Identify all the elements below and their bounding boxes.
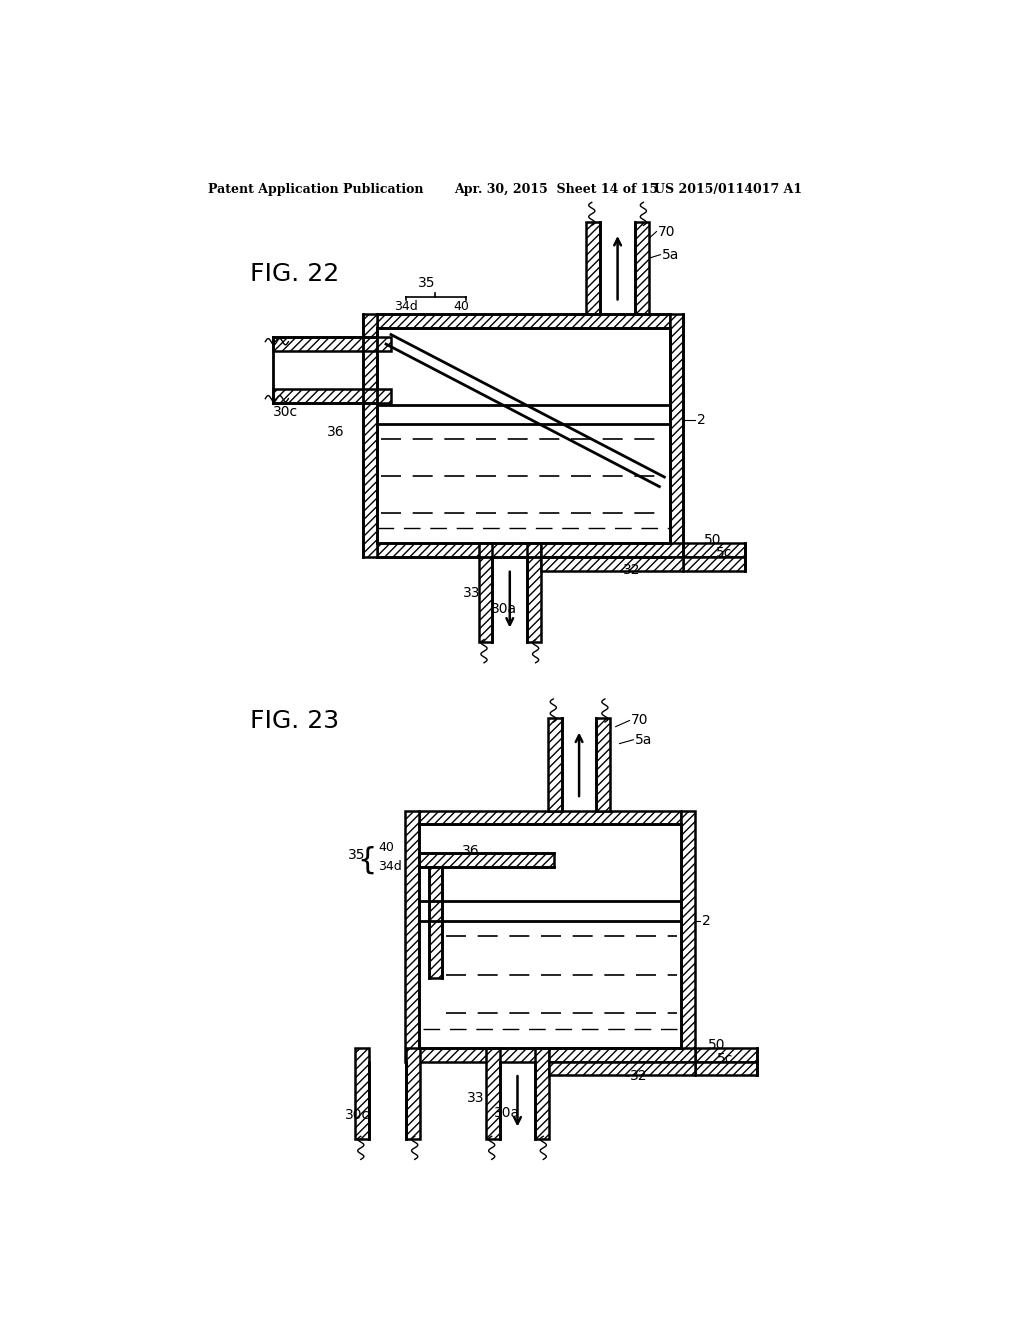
Bar	[377, 327, 670, 544]
Text: 35: 35	[348, 849, 366, 862]
Text: 32: 32	[624, 564, 641, 577]
Bar	[541, 544, 683, 557]
Text: 34d: 34d	[379, 861, 402, 874]
Text: 30a: 30a	[490, 602, 517, 616]
Text: 2: 2	[701, 913, 711, 928]
Bar	[695, 1061, 757, 1076]
Bar	[695, 1048, 757, 1061]
Text: 40: 40	[454, 300, 470, 313]
Text: 50: 50	[705, 532, 722, 546]
Text: FIG. 23: FIG. 23	[250, 709, 339, 733]
Bar	[429, 867, 442, 978]
Bar	[681, 810, 695, 1061]
Bar	[419, 1048, 681, 1061]
Bar	[377, 314, 670, 327]
Bar	[478, 544, 493, 642]
Bar	[406, 810, 419, 1061]
Bar	[535, 1048, 549, 1139]
Text: 34d: 34d	[394, 300, 418, 313]
Text: 35: 35	[418, 276, 436, 290]
Bar	[419, 853, 554, 867]
Bar	[683, 544, 745, 557]
Bar	[562, 718, 596, 810]
Text: 30a: 30a	[494, 1106, 520, 1121]
Bar	[635, 222, 649, 314]
Bar	[419, 825, 681, 1048]
Text: 33: 33	[467, 1090, 484, 1105]
Bar	[683, 557, 745, 572]
Bar	[527, 544, 541, 642]
Bar	[419, 810, 681, 825]
Bar	[273, 389, 391, 404]
Bar	[273, 337, 391, 351]
Text: Patent Application Publication: Patent Application Publication	[208, 182, 423, 195]
Text: 32: 32	[630, 1069, 647, 1084]
Text: FIG. 22: FIG. 22	[250, 261, 339, 286]
Bar	[407, 1048, 420, 1139]
Bar	[500, 1061, 535, 1139]
Bar	[670, 314, 683, 557]
Text: 70: 70	[631, 714, 648, 727]
Text: 5a: 5a	[662, 248, 679, 261]
Text: 30c: 30c	[273, 405, 298, 420]
Bar	[587, 222, 600, 314]
Text: US 2015/0114017 A1: US 2015/0114017 A1	[654, 182, 802, 195]
Text: 5a: 5a	[635, 733, 652, 747]
Text: 50: 50	[708, 1039, 726, 1052]
Bar	[549, 1061, 695, 1076]
Bar	[273, 351, 377, 389]
Text: 2: 2	[696, 413, 706, 428]
Bar	[548, 718, 562, 810]
Bar	[549, 1048, 695, 1061]
Text: 70: 70	[658, 224, 676, 239]
Text: 36: 36	[327, 425, 344, 438]
Bar	[596, 718, 610, 810]
Text: {: {	[357, 846, 376, 875]
Text: 36: 36	[462, 845, 479, 858]
Text: 33: 33	[464, 586, 481, 601]
Bar	[370, 1061, 407, 1139]
Text: 5c: 5c	[717, 1052, 733, 1067]
Bar	[486, 1048, 500, 1139]
Text: 30c: 30c	[345, 1107, 370, 1122]
Bar	[377, 544, 670, 557]
Text: 5c: 5c	[716, 545, 732, 560]
Bar	[364, 314, 377, 557]
Bar	[600, 222, 635, 314]
Bar	[541, 557, 683, 572]
Bar	[355, 1048, 370, 1139]
Bar	[493, 557, 527, 642]
Text: 40: 40	[379, 841, 394, 854]
Text: Apr. 30, 2015  Sheet 14 of 15: Apr. 30, 2015 Sheet 14 of 15	[454, 182, 658, 195]
